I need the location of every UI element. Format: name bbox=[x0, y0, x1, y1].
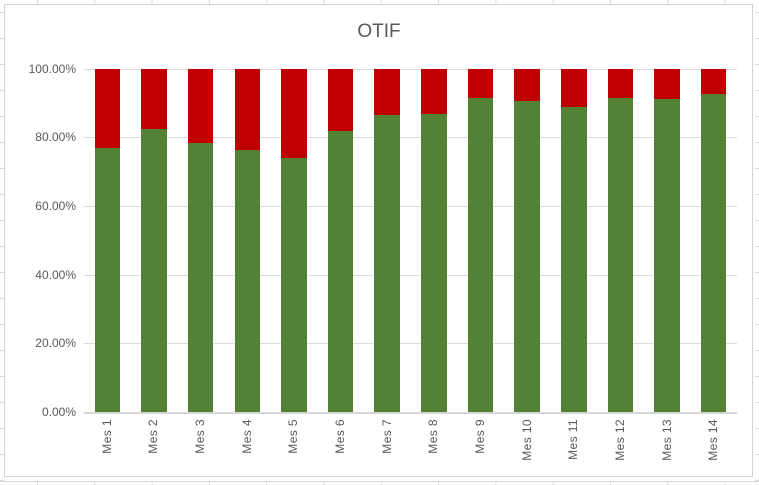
sheet-row-line bbox=[0, 481, 759, 482]
chart-title: OTIF bbox=[357, 21, 401, 42]
otif-chart[interactable] bbox=[4, 4, 753, 477]
sheet-gridlines-right bbox=[755, 0, 759, 485]
sheet-gridlines-bottom bbox=[0, 481, 759, 485]
